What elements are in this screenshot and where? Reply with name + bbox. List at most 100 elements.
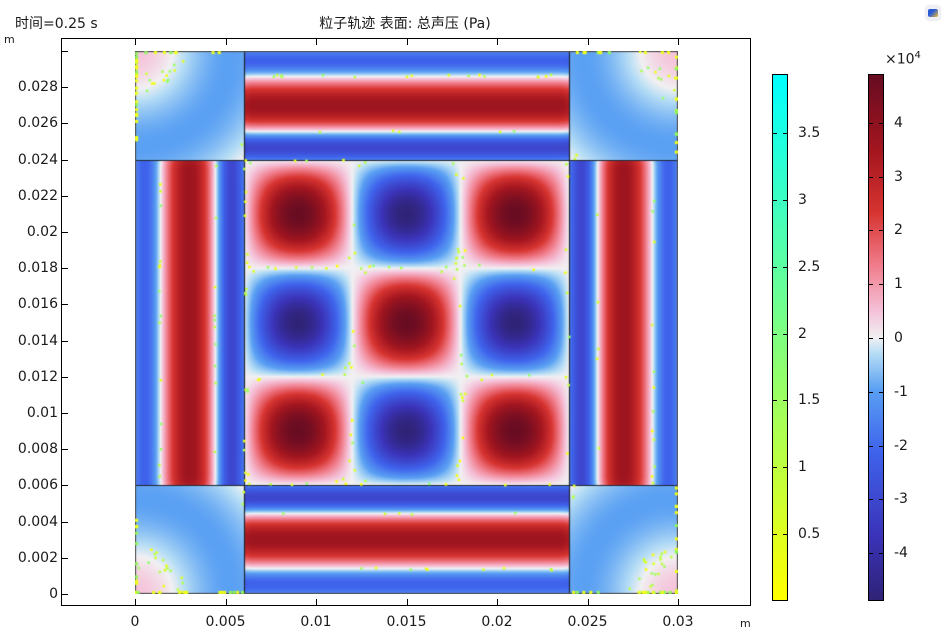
colorbar-tick-mark [868,446,873,447]
y-tick-label: 0.024 [17,151,58,168]
colorbar-tick-mark [783,267,788,268]
colorbar-tick-mark [879,446,884,447]
x-axis-unit: m [740,617,751,630]
colorbar-tick-mark [879,123,884,124]
y-tick-label: 0.014 [17,332,58,349]
colorbar-tick-label: 4 [894,115,903,131]
x-tick-label: 0.025 [567,614,608,630]
y-tick-mark [62,449,68,451]
colorbar-tick-label: 2.5 [798,259,821,275]
x-tick-mark [406,599,408,605]
x-tick-mark [406,39,408,45]
colorbar-tick-mark [772,267,777,268]
y-tick-mark [62,304,68,306]
colorbar-tick-label: -1 [894,384,908,400]
y-tick-mark [62,340,68,342]
y-tick-label: 0.008 [17,441,58,458]
pressure-colorbar [868,74,884,601]
y-tick-mark [62,485,68,487]
colorbar-tick-mark [868,230,873,231]
y-tick-label: 0.022 [17,187,58,204]
colorbar-tick-mark [868,499,873,500]
colorbar-tick-mark [879,338,884,339]
colorbar-tick-mark [868,123,873,124]
y-tick-mark [62,159,68,161]
plot-title: 粒子轨迹 表面: 总声压 (Pa) [319,16,491,32]
colorbar-multiplier: ×104 [885,50,921,68]
x-tick-label: 0.01 [300,614,332,630]
y-tick-label: 0.004 [17,513,58,530]
y-tick-mark [62,376,68,378]
colorbar-tick-mark [772,133,777,134]
colorbar-tick-label: 0 [894,330,903,346]
y-tick-label: 0.028 [17,79,58,96]
y-tick-label: 0.016 [17,296,58,313]
y-tick-mark [62,232,68,233]
colorbar-tick-label: 1 [798,459,807,475]
colorbar-tick-mark [879,499,884,500]
colorbar-tick-mark [868,284,873,285]
colorbar-tick-label: 1 [894,276,903,292]
plot-axes-frame [61,38,751,606]
x-tick-label: 0 [130,614,140,630]
y-tick-mark [62,268,68,270]
colorbar-tick-mark [772,467,777,468]
colorbar-tick-mark [772,400,777,401]
colorbar-tick-label: 0.5 [798,526,821,542]
x-tick-mark [497,39,498,45]
y-tick-label: 0.018 [17,260,58,277]
colorbar-tick-mark [783,200,788,201]
colorbar-tick-label: 3 [798,192,807,208]
colorbar-tick-label: 2 [798,326,807,342]
particle-colorbar [772,74,788,601]
x-tick-mark [225,39,227,45]
y-tick-label: 0.026 [17,115,58,132]
colorbar-tick-mark [783,534,788,535]
colorbar-tick-mark [772,534,777,535]
colorbar-tick-mark [868,177,873,178]
y-tick-mark [62,51,68,52]
x-tick-mark [316,599,317,605]
y-tick-mark [62,594,68,595]
colorbar-tick-mark [868,553,873,554]
colorbar-tick-mark [783,334,788,335]
colorbar-tick-mark [879,230,884,231]
colorbar-tick-label: 2 [894,222,903,238]
x-tick-mark [587,599,589,605]
y-tick-label: 0.002 [17,549,58,566]
colorbar-tick-mark [772,334,777,335]
pressure-surface-plot[interactable] [135,51,678,594]
x-tick-mark [678,39,679,45]
colorbar-tick-label: 3 [894,169,903,185]
x-tick-label: 0.02 [481,614,513,630]
y-tick-mark [62,521,68,523]
colorbar-tick-label: 3.5 [798,125,821,141]
y-tick-mark [62,413,68,414]
colorbar-tick-mark [879,553,884,554]
y-tick-label: 0.01 [26,405,58,421]
x-tick-label: 0.005 [205,614,246,630]
x-tick-mark [225,599,227,605]
x-tick-label: 0.03 [662,614,694,630]
plot-window-icon[interactable] [926,6,940,20]
colorbar-tick-label: 1.5 [798,392,821,408]
x-tick-mark [497,599,498,605]
x-tick-mark [678,599,679,605]
x-tick-mark [135,599,136,605]
colorbar-tick-mark [879,392,884,393]
colorbar-tick-mark [868,338,873,339]
colorbar-tick-mark [868,392,873,393]
x-tick-label: 0.015 [386,614,427,630]
x-tick-mark [135,39,136,45]
colorbar-tick-mark [783,467,788,468]
y-tick-label: 0 [49,586,58,602]
x-tick-mark [316,39,317,45]
colorbar-tick-mark [783,400,788,401]
y-tick-mark [62,87,68,89]
y-tick-label: 0.006 [17,477,58,494]
colorbar-tick-label: -2 [894,438,908,454]
x-tick-mark [587,39,589,45]
y-tick-mark [62,195,68,197]
y-tick-mark [62,123,68,125]
y-tick-label: 0.012 [17,368,58,385]
